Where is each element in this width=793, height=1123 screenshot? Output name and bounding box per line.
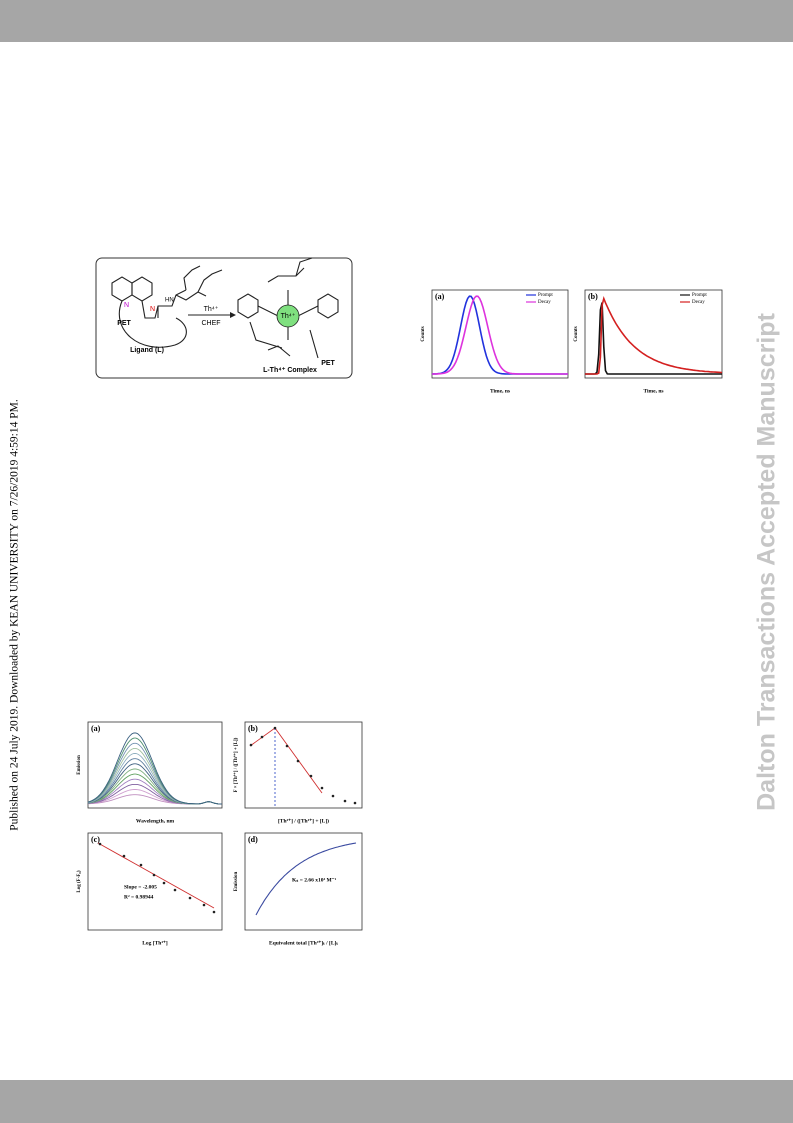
- binding-curve: [255, 842, 357, 916]
- pet-left: PET: [117, 320, 131, 327]
- plot-frame: [87, 721, 223, 809]
- y-axis-label: Counts: [421, 326, 426, 341]
- reagent: Th⁴⁺: [204, 306, 219, 313]
- data-point: [212, 910, 216, 914]
- x-axis-label: [Th⁴⁺] / ([Th⁴⁺] + [L]): [278, 817, 329, 824]
- data-point: [98, 842, 102, 846]
- x-axis-label: Time, ns: [643, 388, 663, 394]
- panel-label: (a): [435, 292, 445, 301]
- data-point: [309, 774, 313, 778]
- x-axis-label: Wavelength, nm: [136, 818, 175, 824]
- panel-label: (c): [91, 835, 100, 844]
- decay-curve: [585, 296, 723, 375]
- ligand-structure: N N HN: [111, 265, 223, 348]
- ligand-label: Ligand (L): [130, 347, 164, 354]
- svg-text:HN: HN: [165, 298, 174, 304]
- decay-curve: [431, 295, 568, 375]
- y-axis-label: Emission: [234, 872, 239, 892]
- annotation: Slope = -2.005: [124, 884, 157, 890]
- data-point: [139, 863, 143, 867]
- watermark: Dalton Transactions Accepted Manuscript: [753, 312, 781, 810]
- data-point: [249, 743, 253, 747]
- scheme: N N HN Th⁴⁺ Th⁴⁺ CHEF PET Ligand (L) PET…: [95, 257, 353, 379]
- plot-frame: [244, 832, 363, 931]
- data-point: [273, 726, 277, 730]
- decay-curve: [585, 302, 722, 375]
- data-point: [152, 873, 156, 877]
- center-ion: Th⁴⁺: [281, 313, 296, 320]
- data-point: [353, 801, 357, 805]
- data-point: [188, 896, 192, 900]
- data-point: [331, 794, 335, 798]
- svg-text:N: N: [124, 302, 129, 309]
- complex-label: L-Th⁴⁺ Complex: [263, 367, 317, 374]
- y-axis-label: Log (F-F₀): [77, 870, 82, 893]
- data-point: [162, 881, 166, 885]
- annotation: R² = 0.98944: [124, 894, 154, 900]
- arrow-head: [230, 312, 236, 318]
- thorium-center: [276, 304, 300, 328]
- data-point: [122, 854, 126, 858]
- footer-bar: [0, 1080, 793, 1123]
- x-axis-label: Equivalent total [Th⁴⁺]ₜ / [L]ₜ: [269, 939, 338, 946]
- scheme-frame: [95, 257, 353, 379]
- data-point: [285, 744, 289, 748]
- pet-right: PET: [321, 360, 335, 367]
- plot-frame: [244, 721, 363, 809]
- condition: CHEF: [201, 320, 220, 327]
- emission-spectrum: [87, 747, 222, 805]
- legend-entry: Prompt: [692, 293, 707, 298]
- data-point: [343, 799, 347, 803]
- panel-label: (b): [248, 724, 258, 733]
- data-point: [260, 735, 264, 739]
- legend-entry: Decay: [692, 300, 705, 305]
- panel-label: (b): [588, 292, 598, 301]
- data-point: [296, 759, 300, 763]
- decay-curve: [432, 295, 568, 375]
- plot-frame: [584, 289, 723, 379]
- y-axis-label: F × [Th⁴⁺] / ([Th⁴⁺] + [L]): [233, 737, 239, 792]
- panel-label: (d): [248, 835, 258, 844]
- header-bar: [0, 0, 793, 42]
- x-axis-label: Time, ns: [490, 388, 510, 394]
- y-axis-label: Counts: [574, 326, 579, 341]
- svg-text:N: N: [150, 306, 155, 313]
- annotation: Kₛ = 2.66 x10⁴ M⁻¹: [292, 877, 337, 883]
- plot-frame: [87, 832, 223, 931]
- y-axis-label: Emission: [77, 755, 82, 775]
- x-axis-label: Log [Th⁴⁺]: [142, 939, 168, 946]
- legend-entry: Prompt: [538, 293, 553, 298]
- panel-label: (a): [91, 724, 101, 733]
- emission-spectrum: [87, 732, 222, 805]
- data-point: [202, 903, 206, 907]
- plot-frame: [431, 289, 569, 379]
- fit-line: [97, 842, 215, 909]
- data-point: [173, 888, 177, 892]
- data-point: [320, 786, 324, 790]
- fit-line: [249, 727, 323, 794]
- published-note: Published on 24 July 2019. Downloaded by…: [9, 399, 21, 831]
- legend-entry: Decay: [538, 300, 551, 305]
